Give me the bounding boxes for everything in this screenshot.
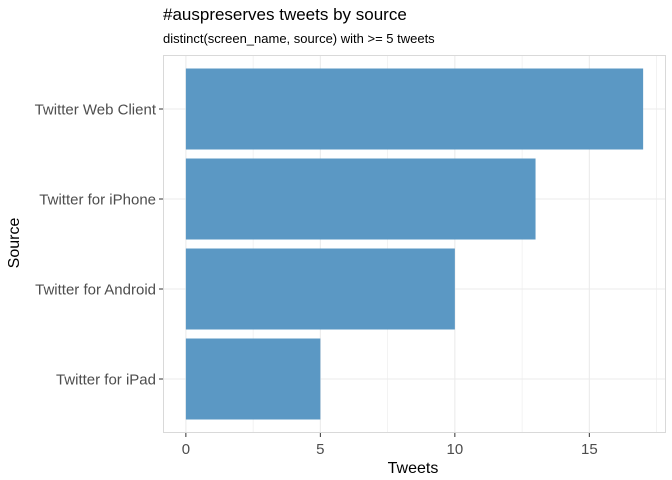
- y-axis-ticks: Twitter Web Client Twitter for iPhone Twit…: [35, 102, 163, 389]
- x-axis-ticks: 0 5 10 15: [182, 433, 598, 458]
- y-tick-label: Twitter for iPhone: [39, 192, 156, 209]
- bar-twitter-for-ipad: [185, 338, 321, 420]
- x-axis-title: Tweets: [388, 460, 439, 477]
- y-tick-label: Twitter Web Client: [35, 102, 157, 119]
- plot-panel-border: [163, 55, 666, 433]
- y-tick-label: Twitter for Android: [35, 282, 156, 299]
- y-tick-label: Twitter for iPad: [56, 372, 156, 389]
- bars: [185, 68, 644, 420]
- x-tick-label: 5: [316, 441, 324, 458]
- x-tick-label: 0: [182, 441, 190, 458]
- chart-title: #auspreserves tweets by source: [163, 5, 407, 24]
- chart-subtitle: distinct(screen_name, source) with >= 5 …: [163, 31, 435, 46]
- x-tick-label: 15: [581, 441, 598, 458]
- bar-twitter-for-android: [185, 248, 455, 330]
- x-tick-label: 10: [447, 441, 464, 458]
- bar-twitter-web-client: [185, 68, 644, 150]
- y-axis-title: Source: [6, 218, 23, 269]
- bar-twitter-for-iphone: [185, 158, 536, 240]
